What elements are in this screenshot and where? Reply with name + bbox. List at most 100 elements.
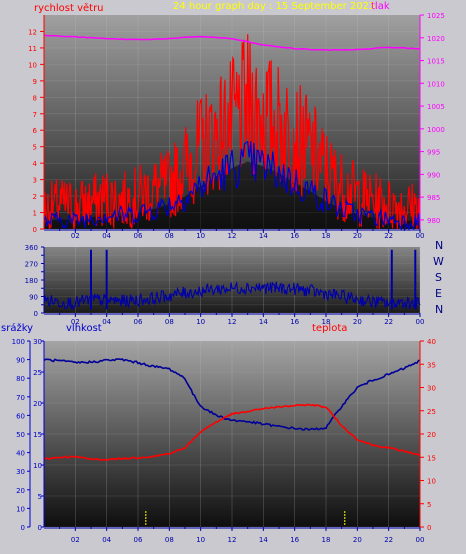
top-xtick-label-16: 16 [290,232,299,240]
top-xtick-label-22: 22 [384,232,393,240]
humidity-temperature-plot [43,358,421,526]
mid-xtick-label-04: 04 [102,318,111,326]
dir-ytick-label-90: 90 [29,294,38,302]
rain-ytick-label-10: 10 [16,505,25,513]
pressure-ytick-label-1015: 1015 [427,58,445,66]
top-xtick-label-12: 12 [228,232,237,240]
bottom-axes: 02 04 06 08 10 12 14 16 18 20 22 000102030405060708… [12,338,436,544]
humidity-axis-label: vlhkost [66,323,102,334]
mid-xtick-label-16: 16 [290,318,299,326]
pressure-ytick-label-1005: 1005 [427,103,445,111]
rain-axis-label: srážky [1,322,33,334]
bot-xtick-label-14: 14 [259,536,268,544]
rain-ytick-label-100: 100 [12,338,25,346]
pressure-ytick-label-985: 985 [427,194,440,202]
wind-ytick-label-8: 8 [33,94,37,102]
top-xtick-label-10: 10 [196,232,205,240]
temperature-ytick-label-5: 5 [427,501,431,509]
pressure-ytick-label-1025: 1025 [427,12,445,20]
mid-xtick-label-14: 14 [259,318,268,326]
humidity-ytick-label-5: 5 [38,493,42,501]
compass-east: E [435,287,442,300]
rain-ytick-label-90: 90 [16,357,25,365]
bot-xtick-label-08: 08 [165,536,174,544]
dir-ytick-label-0: 0 [34,310,38,318]
pressure-ytick-label-1010: 1010 [427,80,445,88]
rain-ytick-label-20: 20 [16,487,25,495]
wind-ytick-label-4: 4 [33,160,38,168]
dir-ytick-label-270: 270 [25,261,38,269]
wind-average-area [44,161,420,229]
temperature-line [43,403,421,461]
wind-ytick-label-12: 12 [28,28,37,36]
wind-pressure-plot [43,34,421,232]
compass-north-top: N [435,239,443,252]
top-axes: 02 04 06 08 10 12 14 16 18 20 22 000123456789101112… [28,12,445,240]
compass-north-bottom: N [435,303,443,316]
wind-ytick-label-3: 3 [33,177,37,185]
dir-ytick-label-360: 360 [25,244,38,252]
wind-ytick-label-5: 5 [33,144,37,152]
mid-xtick-label-22: 22 [384,318,393,326]
temperature-axis-label: teplota [312,323,347,334]
mid-xtick-label-08: 08 [165,318,174,326]
rain-ytick-label-60: 60 [16,412,25,420]
bottom-grid [44,340,421,528]
humidity-line [43,358,421,431]
temperature-ytick-label-20: 20 [427,431,436,439]
wind-ytick-label-1: 1 [33,210,37,218]
mid-xtick-label-00: 00 [416,318,425,326]
pressure-ytick-label-1000: 1000 [427,126,445,134]
wind-ytick-label-9: 9 [33,78,37,86]
compass-south: S [435,271,442,284]
top-xtick-label-08: 08 [165,232,174,240]
dir-ytick-label-180: 180 [25,277,38,285]
pressure-axis-label: tlak [371,1,390,12]
bot-xtick-label-18: 18 [322,536,331,544]
pressure-ytick-label-990: 990 [427,171,440,179]
bot-xtick-label-04: 04 [102,536,111,544]
bot-xtick-label-02: 02 [71,536,80,544]
temperature-ytick-label-10: 10 [427,478,436,486]
humidity-ytick-label-0: 0 [38,524,42,532]
mid-xtick-label-12: 12 [228,318,237,326]
temperature-ytick-label-35: 35 [427,361,436,369]
bot-xtick-label-00: 00 [416,536,425,544]
wind-ytick-label-0: 0 [33,226,37,234]
top-xtick-label-02: 02 [71,232,80,240]
bot-xtick-label-22: 22 [384,536,393,544]
top-xtick-label-00: 00 [416,232,425,240]
wind-ytick-label-7: 7 [33,111,37,119]
pressure-ytick-label-1020: 1020 [427,35,445,43]
mid-xtick-label-06: 06 [134,318,143,326]
rain-ytick-label-0: 0 [21,524,25,532]
mid-xtick-label-18: 18 [322,318,331,326]
mid-xtick-label-20: 20 [353,318,362,326]
wind-ytick-label-11: 11 [28,45,37,53]
pressure-ytick-label-995: 995 [427,149,440,157]
temperature-ytick-label-30: 30 [427,385,436,393]
temperature-ytick-label-0: 0 [427,524,431,532]
chart-title: 24 hour graph day : 15 September 2023 [173,1,375,12]
rain-ytick-label-70: 70 [16,394,25,402]
rain-ytick-label-80: 80 [16,375,25,383]
rain-ytick-label-40: 40 [16,450,25,458]
bot-xtick-label-16: 16 [290,536,299,544]
humidity-ytick-label-15: 15 [33,431,42,439]
humidity-ytick-label-30: 30 [33,338,42,346]
bot-xtick-label-12: 12 [228,536,237,544]
rain-ytick-label-30: 30 [16,468,25,476]
bot-xtick-label-20: 20 [353,536,362,544]
compass-labels: N W S E N [433,239,444,316]
wind-average-line [43,140,421,232]
mid-xtick-label-02: 02 [71,318,80,326]
wind-ytick-label-2: 2 [33,193,37,201]
compass-west: W [433,255,444,268]
top-xtick-label-04: 04 [102,232,111,240]
temperature-ytick-label-15: 15 [427,454,436,462]
bot-xtick-label-06: 06 [134,536,143,544]
top-xtick-label-18: 18 [322,232,331,240]
bottom-panel-background [44,341,420,527]
top-xtick-label-06: 06 [134,232,143,240]
